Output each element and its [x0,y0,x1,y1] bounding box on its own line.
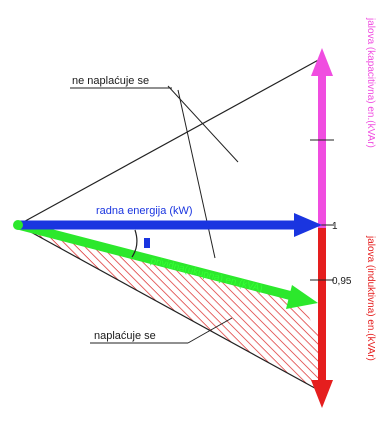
not-charged-label: ne naplaćuje se [72,75,149,87]
lower-boundary-line [17,224,323,393]
charged-label: naplaćuje se [94,330,156,342]
leader-line-lower [177,89,216,259]
origin-point [13,220,23,230]
inductive-arrowhead [311,380,333,408]
tick-label-one: 1 [332,221,338,232]
apparent-energy-arrowhead [286,285,318,309]
phase-angle-marker [144,238,150,248]
tick-label-limit: 0,95 [332,276,352,287]
leader-line-upper [167,85,239,163]
apparent-energy-arrow [16,220,298,302]
capacitive-axis-label: jalova (kapacitivna) en.(kVAr) [365,17,376,148]
inductive-axis-label: jalova (induktivna) en.(kVAr) [365,235,376,361]
active-energy-label: radna energija (kW) [96,205,193,217]
upper-boundary-line [17,57,323,226]
leader-line-charged-diag [187,317,233,344]
phase-angle-arc [131,229,138,258]
capacitive-arrowhead [311,48,333,76]
active-energy-arrowhead [294,213,322,237]
